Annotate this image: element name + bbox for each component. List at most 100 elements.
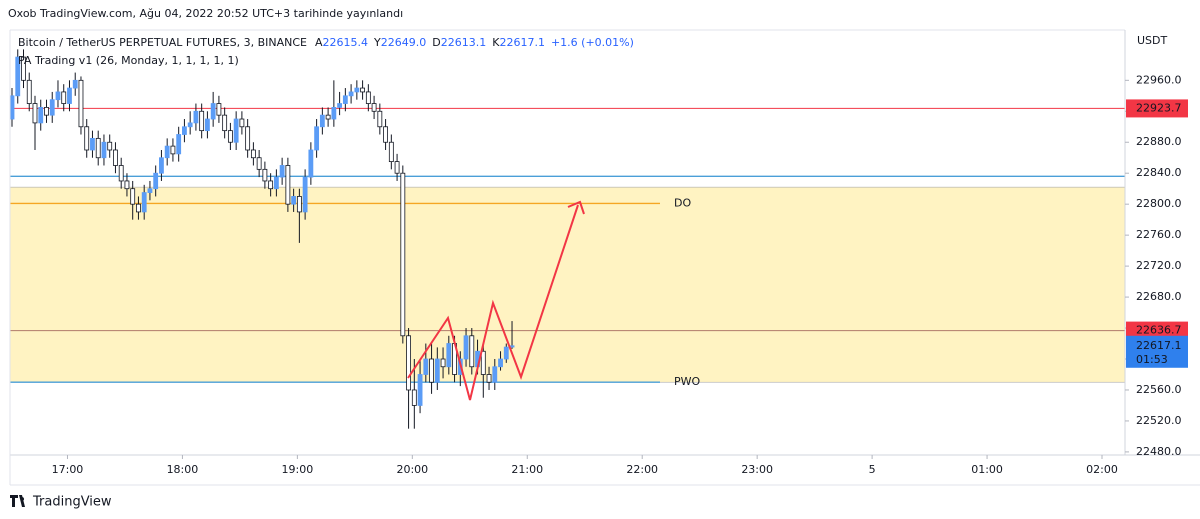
ohlc-value: 22649.0 [381,36,427,49]
x-tick-label: 17:00 [52,463,84,476]
candle-body [337,103,343,108]
candle-body [279,165,285,178]
candle-body [78,79,84,128]
candle-body [480,350,486,375]
candle-body [84,126,90,151]
y-tick-label: 22800.0 [1136,197,1182,210]
x-tick-label: 19:00 [282,463,314,476]
change: +1.6 (+0.01%) [551,36,634,49]
arrow-head [567,200,585,215]
footer-text: TradingView [32,495,112,510]
last-price-label: 22617.1 [1136,339,1182,352]
candle-body [365,91,371,104]
ohlc-value: 22615.4 [323,36,369,49]
candle-body [141,192,147,213]
candle-body [222,114,228,132]
x-tick-label: 21:00 [511,463,543,476]
candle-body [124,180,130,190]
candle-body [113,149,118,166]
candle-body [245,126,251,151]
x-tick-label: 01:00 [971,463,1003,476]
candle-body [95,137,101,159]
candle-body [394,161,400,174]
candle-body [319,114,325,128]
candle-body [440,358,446,368]
x-tick-label: 02:00 [1086,463,1118,476]
candle-body [291,196,297,205]
candle-body [354,87,360,93]
candle-body [423,358,429,375]
candle-body [107,141,113,151]
candle-body [32,103,38,124]
candle-body [176,134,182,155]
published-note: Oxob TradingView.com, Ağu 04, 2022 20:52… [8,7,403,20]
candle-body [308,149,314,178]
candle-body [130,188,136,205]
countdown: 01:53 [1136,353,1168,366]
candle-body [216,103,222,116]
candle-body [262,168,268,182]
candle-body [153,172,159,190]
candle-body [227,130,233,143]
ohlc-value: 22617.1 [499,36,545,49]
candle-body [383,126,388,143]
indicator-legend: PA Trading v1 (26, Monday, 1, 1, 1, 1, 1… [18,54,239,67]
candle-body [429,358,434,383]
candle-body [256,157,262,170]
x-tick-label: 5 [869,463,876,476]
candle-body [193,110,199,124]
candle-body [38,107,44,124]
candle-body [205,118,210,132]
candle-body [400,172,406,337]
last-price-badge [1126,335,1188,368]
ohlc-key: A [315,36,323,49]
ohlc-key: Y [373,36,381,49]
level-label: PWO [674,375,701,388]
currency: USDT [1137,34,1168,47]
candle-body [434,358,440,383]
candle-body [136,203,141,213]
y-tick-label: 22720.0 [1136,259,1182,272]
candle-body [469,335,475,368]
candle-body [44,107,49,116]
candle-body [9,95,15,120]
candle-body [342,95,348,104]
y-tick-label: 22960.0 [1136,73,1182,86]
candle-body [302,176,308,213]
candle-body [118,165,124,182]
candle-body [21,56,26,81]
candle-body [210,103,216,120]
y-tick-label: 22880.0 [1136,135,1182,148]
ohlc-key: D [432,36,440,49]
candle-body [360,87,366,93]
symbol-legend: Bitcoin / TetherUS PERPETUAL FUTURES, 3,… [18,36,634,49]
candle-body [371,103,377,112]
symbol-title: Bitcoin / TetherUS PERPETUAL FUTURES, 3,… [18,36,307,49]
candle-body [492,366,498,383]
x-tick-label: 23:00 [741,463,773,476]
candle-body [250,149,256,159]
y-tick-label: 22520.0 [1136,414,1182,427]
candle-body [325,114,331,120]
candle-body [233,118,239,143]
arrow-path [407,204,579,401]
price-badge-label: 22636.7 [1136,324,1182,337]
candle-body [55,91,61,101]
candle-body [49,99,55,116]
x-tick-label: 20:00 [396,463,428,476]
candle-body [147,188,153,193]
candle-body [498,358,503,368]
ohlc-key: K [492,36,500,49]
y-tick-label: 22480.0 [1136,445,1182,458]
candle-body [486,374,492,383]
candle-body [101,141,107,159]
candle-body [15,56,21,97]
candle-body [285,165,291,205]
y-tick-label: 22560.0 [1136,383,1182,396]
candle-body [411,389,417,406]
candle-body [388,141,394,163]
candle-body [239,118,245,128]
candle-body [182,126,187,135]
candle-body [67,87,72,104]
